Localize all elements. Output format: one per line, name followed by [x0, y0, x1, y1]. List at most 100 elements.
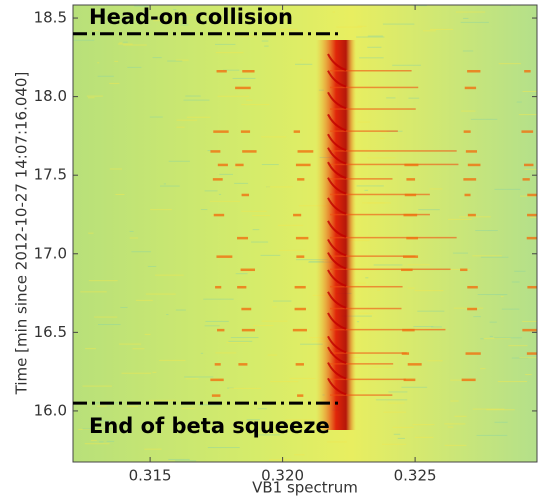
texture-spot: [216, 70, 227, 73]
texture-speck: [129, 230, 134, 232]
texture-streak: [330, 255, 416, 257]
texture-speck: [261, 136, 287, 138]
texture-speck: [447, 426, 454, 428]
texture-spot: [526, 352, 537, 355]
texture-speck: [86, 95, 103, 97]
texture-speck: [480, 256, 509, 258]
texture-speck: [351, 149, 371, 151]
texture-spot: [237, 236, 248, 240]
texture-spot: [401, 268, 413, 272]
texture-speck: [261, 164, 279, 166]
texture-speck: [444, 444, 467, 446]
texture-arc: [327, 220, 347, 238]
texture-speck: [357, 121, 371, 123]
texture-speck: [455, 11, 486, 13]
texture-speck: [392, 426, 414, 428]
texture-speck: [269, 459, 292, 461]
texture-speck: [459, 216, 491, 218]
texture-arc: [327, 335, 347, 354]
texture-speck: [98, 324, 121, 326]
texture-speck: [241, 104, 270, 106]
texture-speck: [483, 338, 511, 340]
texture-speck: [296, 259, 328, 261]
texture-speck: [147, 265, 157, 267]
texture-speck: [289, 377, 316, 379]
texture-speck: [371, 366, 394, 368]
texture-speck: [117, 43, 133, 45]
texture-spot: [235, 86, 251, 90]
texture-spot: [464, 86, 477, 90]
texture-speck: [412, 5, 427, 7]
texture-spot: [235, 163, 244, 167]
texture-speck: [447, 218, 472, 220]
texture-speck: [498, 63, 522, 65]
texture-speck: [168, 160, 190, 162]
annotation-text: End of beta squeeze: [89, 414, 330, 438]
texture-speck: [120, 306, 128, 308]
texture-arc: [327, 238, 347, 257]
texture-speck: [180, 24, 189, 26]
texture-speck: [422, 30, 436, 32]
texture-speck: [144, 448, 162, 450]
texture-speck: [388, 391, 408, 393]
texture-speck: [96, 405, 107, 407]
texture-speck: [277, 224, 304, 226]
texture-spot: [297, 150, 314, 153]
texture-streak: [330, 394, 393, 396]
texture-speck: [257, 408, 267, 410]
texture-speck: [450, 400, 459, 402]
texture-arc: [327, 53, 347, 71]
texture-streak: [330, 352, 407, 354]
texture-speck: [88, 232, 94, 234]
texture-speck: [209, 200, 240, 202]
texture-arc: [327, 312, 347, 330]
texture-speck: [348, 240, 370, 242]
texture-spot: [293, 213, 302, 217]
texture-speck: [93, 30, 99, 32]
spectrogram-image: [73, 5, 537, 462]
texture-speck: [486, 409, 515, 411]
texture-speck: [444, 423, 466, 425]
texture-speck: [501, 308, 520, 310]
texture-speck: [106, 440, 115, 442]
texture-speck: [228, 340, 253, 342]
texture-speck: [167, 60, 183, 62]
texture-spot: [527, 285, 537, 289]
texture-speck: [489, 335, 493, 337]
texture-spot: [403, 255, 419, 258]
texture-speck: [118, 343, 142, 345]
texture-speck: [235, 273, 248, 275]
texture-speck: [477, 294, 508, 296]
texture-speck: [123, 41, 128, 43]
texture-spot: [242, 70, 255, 73]
texture-speck: [129, 237, 138, 239]
texture-streak: [330, 378, 406, 381]
texture-spot: [522, 328, 537, 332]
texture-speck: [207, 150, 212, 152]
texture-spot: [401, 352, 410, 355]
texture-speck: [229, 387, 261, 389]
texture-spot: [461, 378, 476, 382]
texture-spot: [241, 193, 250, 197]
texture-speck: [257, 434, 281, 436]
texture-speck: [168, 458, 190, 460]
texture-speck: [163, 183, 166, 185]
texture-speck: [472, 408, 505, 410]
texture-spot: [467, 163, 481, 167]
texture-speck: [429, 188, 443, 190]
texture-spot: [406, 178, 416, 181]
texture-speck: [300, 343, 323, 345]
texture-speck: [185, 378, 199, 380]
plot-frame: [72, 4, 538, 463]
texture-speck: [82, 428, 112, 430]
texture-spot: [240, 130, 251, 133]
texture-speck: [135, 299, 153, 301]
texture-speck: [232, 77, 256, 79]
texture-speck: [119, 42, 123, 44]
texture-speck: [153, 20, 178, 22]
texture-speck: [127, 66, 142, 68]
texture-spot: [463, 130, 471, 133]
texture-speck: [252, 215, 271, 217]
texture-speck: [222, 69, 240, 71]
texture-speck: [239, 35, 256, 37]
